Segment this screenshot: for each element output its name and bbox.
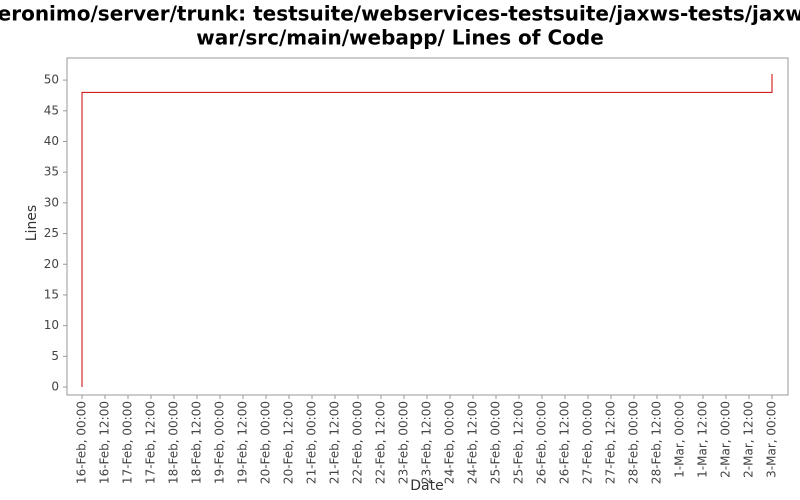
y-tick-label: 15: [44, 287, 59, 301]
x-tick-label: 23-Feb, 12:00: [420, 401, 434, 484]
x-tick-label: 16-Feb, 00:00: [75, 401, 89, 484]
x-tick-label: 22-Feb, 00:00: [351, 401, 365, 484]
x-tick-label: 20-Feb, 00:00: [259, 401, 273, 484]
x-tick-label: 28-Feb, 00:00: [627, 401, 641, 484]
x-tick-label: 27-Feb, 00:00: [581, 401, 595, 484]
x-tick-label: 18-Feb, 12:00: [190, 401, 204, 484]
data-line: [81, 73, 773, 388]
x-tick-label: 3-Mar, 00:00: [765, 401, 779, 478]
y-tick-label: 10: [44, 318, 59, 332]
x-tick-label: 24-Feb, 00:00: [443, 401, 457, 484]
x-tick-label: 19-Feb, 00:00: [213, 401, 227, 484]
x-tick-label: 1-Mar, 12:00: [696, 401, 710, 478]
x-tick-label: 2-Mar, 00:00: [719, 401, 733, 478]
x-tick-label: 18-Feb, 00:00: [167, 401, 181, 484]
y-tick-label: 40: [44, 134, 59, 148]
x-tick-label: 26-Feb, 12:00: [558, 401, 572, 484]
x-tick-label: 21-Feb, 12:00: [328, 401, 342, 484]
x-tick-label: 17-Feb, 00:00: [121, 401, 135, 484]
x-tick-label: 2-Mar, 12:00: [742, 401, 756, 478]
x-tick-label: 28-Feb, 12:00: [650, 401, 664, 484]
y-tick-label: 5: [51, 349, 59, 363]
plot-area: [66, 57, 789, 396]
x-tick-label: 19-Feb, 12:00: [236, 401, 250, 484]
chart-title: /geronimo/server/trunk: testsuite/webser…: [0, 2, 800, 26]
y-tick-label: 25: [44, 226, 59, 240]
x-tick-label: 21-Feb, 00:00: [305, 401, 319, 484]
x-tick-label: 20-Feb, 12:00: [282, 401, 296, 484]
x-axis-title: Date: [410, 478, 443, 494]
x-tick-label: 25-Feb, 00:00: [489, 401, 503, 484]
x-tick-label: 17-Feb, 12:00: [144, 401, 158, 484]
y-tick-label: 45: [44, 103, 59, 117]
x-tick-label: 16-Feb, 12:00: [98, 401, 112, 484]
y-tick-label: 20: [44, 257, 59, 271]
y-tick-label: 30: [44, 195, 59, 209]
x-tick-label: 23-Feb, 00:00: [397, 401, 411, 484]
chart-title: war/src/main/webapp/ Lines of Code: [196, 26, 604, 50]
y-tick-label: 0: [51, 380, 59, 394]
x-tick-label: 27-Feb, 12:00: [604, 401, 618, 484]
x-tick-label: 26-Feb, 00:00: [535, 401, 549, 484]
y-axis-title: Lines: [24, 205, 40, 241]
x-tick-label: 22-Feb, 12:00: [374, 401, 388, 484]
x-tick-label: 1-Mar, 00:00: [673, 401, 687, 478]
x-tick-label: 24-Feb, 12:00: [466, 401, 480, 484]
x-tick-label: 25-Feb, 12:00: [512, 401, 526, 484]
y-tick-label: 35: [44, 165, 59, 179]
y-tick-label: 50: [44, 73, 59, 87]
